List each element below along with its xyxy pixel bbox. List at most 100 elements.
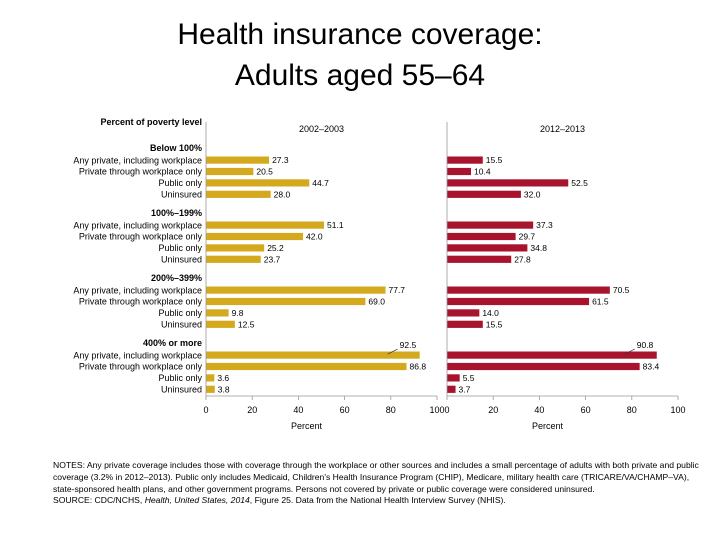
bar (447, 320, 483, 328)
data-label: 61.5 (592, 297, 609, 307)
data-label: 15.5 (486, 319, 503, 329)
category-label: Private through workplace only (79, 232, 203, 242)
page-title: Health insurance coverage: Adults aged 5… (0, 14, 720, 96)
category-label: Any private, including workplace (73, 350, 202, 360)
category-label: Any private, including workplace (73, 285, 202, 295)
bar (447, 374, 460, 382)
x-tick-label: 40 (293, 405, 303, 415)
x-tick-label: 20 (488, 405, 498, 415)
data-label: 9.8 (232, 308, 244, 318)
data-label: 27.8 (514, 254, 531, 264)
chart: Percent of poverty level 2002–2003 2012–20… (50, 112, 700, 437)
bar (206, 232, 304, 241)
data-label: 77.7 (388, 285, 405, 295)
chart-svg: Percent of poverty level 2002–2003 2012–20… (73, 117, 685, 431)
data-label-leader (624, 348, 635, 355)
data-label: 52.5 (571, 178, 588, 188)
data-label: 90.8 (637, 340, 654, 350)
category-label: Uninsured (161, 320, 202, 330)
data-label: 20.5 (256, 167, 273, 177)
x-tick-label: 100 (429, 405, 444, 415)
panel-title: 2002–2003 (299, 124, 344, 134)
x-tick-label: 80 (386, 405, 396, 415)
group-label: Below 100% (150, 143, 202, 153)
data-label: 83.4 (643, 362, 660, 372)
data-label: 32.0 (524, 189, 541, 199)
group-label: 400% or more (143, 338, 202, 348)
data-label: 12.5 (238, 319, 255, 329)
data-label: 34.8 (530, 243, 547, 253)
data-label: 42.0 (306, 232, 323, 242)
bar (206, 297, 366, 306)
bar (206, 385, 215, 393)
bar (447, 190, 521, 198)
x-tick-label: 0 (444, 405, 449, 415)
bar (206, 309, 229, 317)
bar (447, 244, 528, 252)
category-label: Any private, including workplace (73, 220, 202, 230)
title-line-1: Health insurance coverage: (177, 18, 543, 51)
x-tick-label: 40 (534, 405, 544, 415)
bar (447, 309, 480, 317)
x-tick-label: 100 (670, 405, 685, 415)
group-label: 200%–399% (151, 273, 202, 283)
x-tick-label: 0 (203, 405, 208, 415)
category-label: Public only (158, 308, 202, 318)
bar (447, 286, 610, 294)
category-label: Public only (158, 178, 202, 188)
bar (206, 255, 261, 263)
bar (206, 351, 420, 359)
category-label: Uninsured (161, 190, 202, 200)
bar (447, 167, 472, 176)
bar (206, 190, 271, 198)
data-label: 69.0 (368, 297, 385, 307)
source-suffix: , Figure 25. Data from the National Heal… (249, 495, 506, 506)
x-tick-label: 20 (247, 405, 257, 415)
panel-title: 2012–2013 (540, 124, 585, 134)
bar (206, 320, 235, 328)
data-label: 23.7 (264, 254, 281, 264)
data-label: 15.5 (486, 155, 503, 165)
category-label: Public only (158, 243, 202, 253)
notes-block: NOTES: Any private coverage includes tho… (53, 460, 703, 507)
x-tick-label: 60 (581, 405, 591, 415)
bar (447, 255, 512, 263)
category-label: Any private, including workplace (73, 155, 202, 165)
bar (447, 362, 640, 371)
data-label: 51.1 (327, 220, 344, 230)
group-label: 100%–199% (151, 208, 202, 218)
source-publication: Health, United States, 2014 (144, 495, 250, 506)
bar (206, 221, 325, 229)
data-label-leader (387, 348, 398, 355)
x-axis-label: Percent (532, 421, 564, 431)
data-label: 25.2 (267, 243, 284, 253)
data-label: 3.7 (459, 384, 471, 394)
category-label: Private through workplace only (79, 297, 203, 307)
category-label: Public only (158, 373, 202, 383)
group-header: Percent of poverty level (100, 117, 202, 127)
category-label: Uninsured (161, 385, 202, 395)
bar (206, 362, 407, 371)
category-label: Uninsured (161, 255, 202, 265)
data-label: 5.5 (463, 373, 475, 383)
data-label: 86.8 (410, 362, 427, 372)
x-tick-label: 80 (627, 405, 637, 415)
notes-text: NOTES: Any private coverage includes tho… (53, 460, 699, 494)
data-label: 70.5 (613, 285, 630, 295)
bar (447, 156, 483, 164)
bar (447, 351, 657, 359)
x-tick-label: 60 (340, 405, 350, 415)
bar (206, 156, 270, 164)
bar (447, 385, 456, 393)
bar (206, 374, 215, 382)
bar (206, 286, 386, 294)
bar (206, 244, 265, 252)
category-label: Private through workplace only (79, 362, 203, 372)
bar (447, 179, 569, 187)
data-label: 10.4 (474, 167, 491, 177)
category-label: Private through workplace only (79, 167, 203, 177)
bar (447, 297, 590, 306)
data-label: 3.8 (218, 384, 230, 394)
data-label: 3.6 (217, 373, 229, 383)
source-prefix: SOURCE: CDC/NCHS, (53, 495, 145, 506)
